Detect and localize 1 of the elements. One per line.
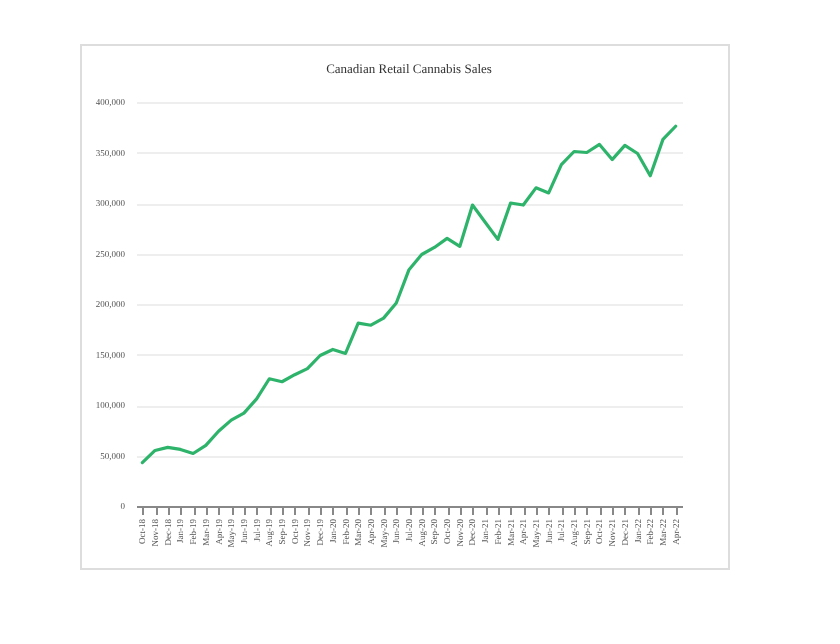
line-series xyxy=(140,124,678,465)
